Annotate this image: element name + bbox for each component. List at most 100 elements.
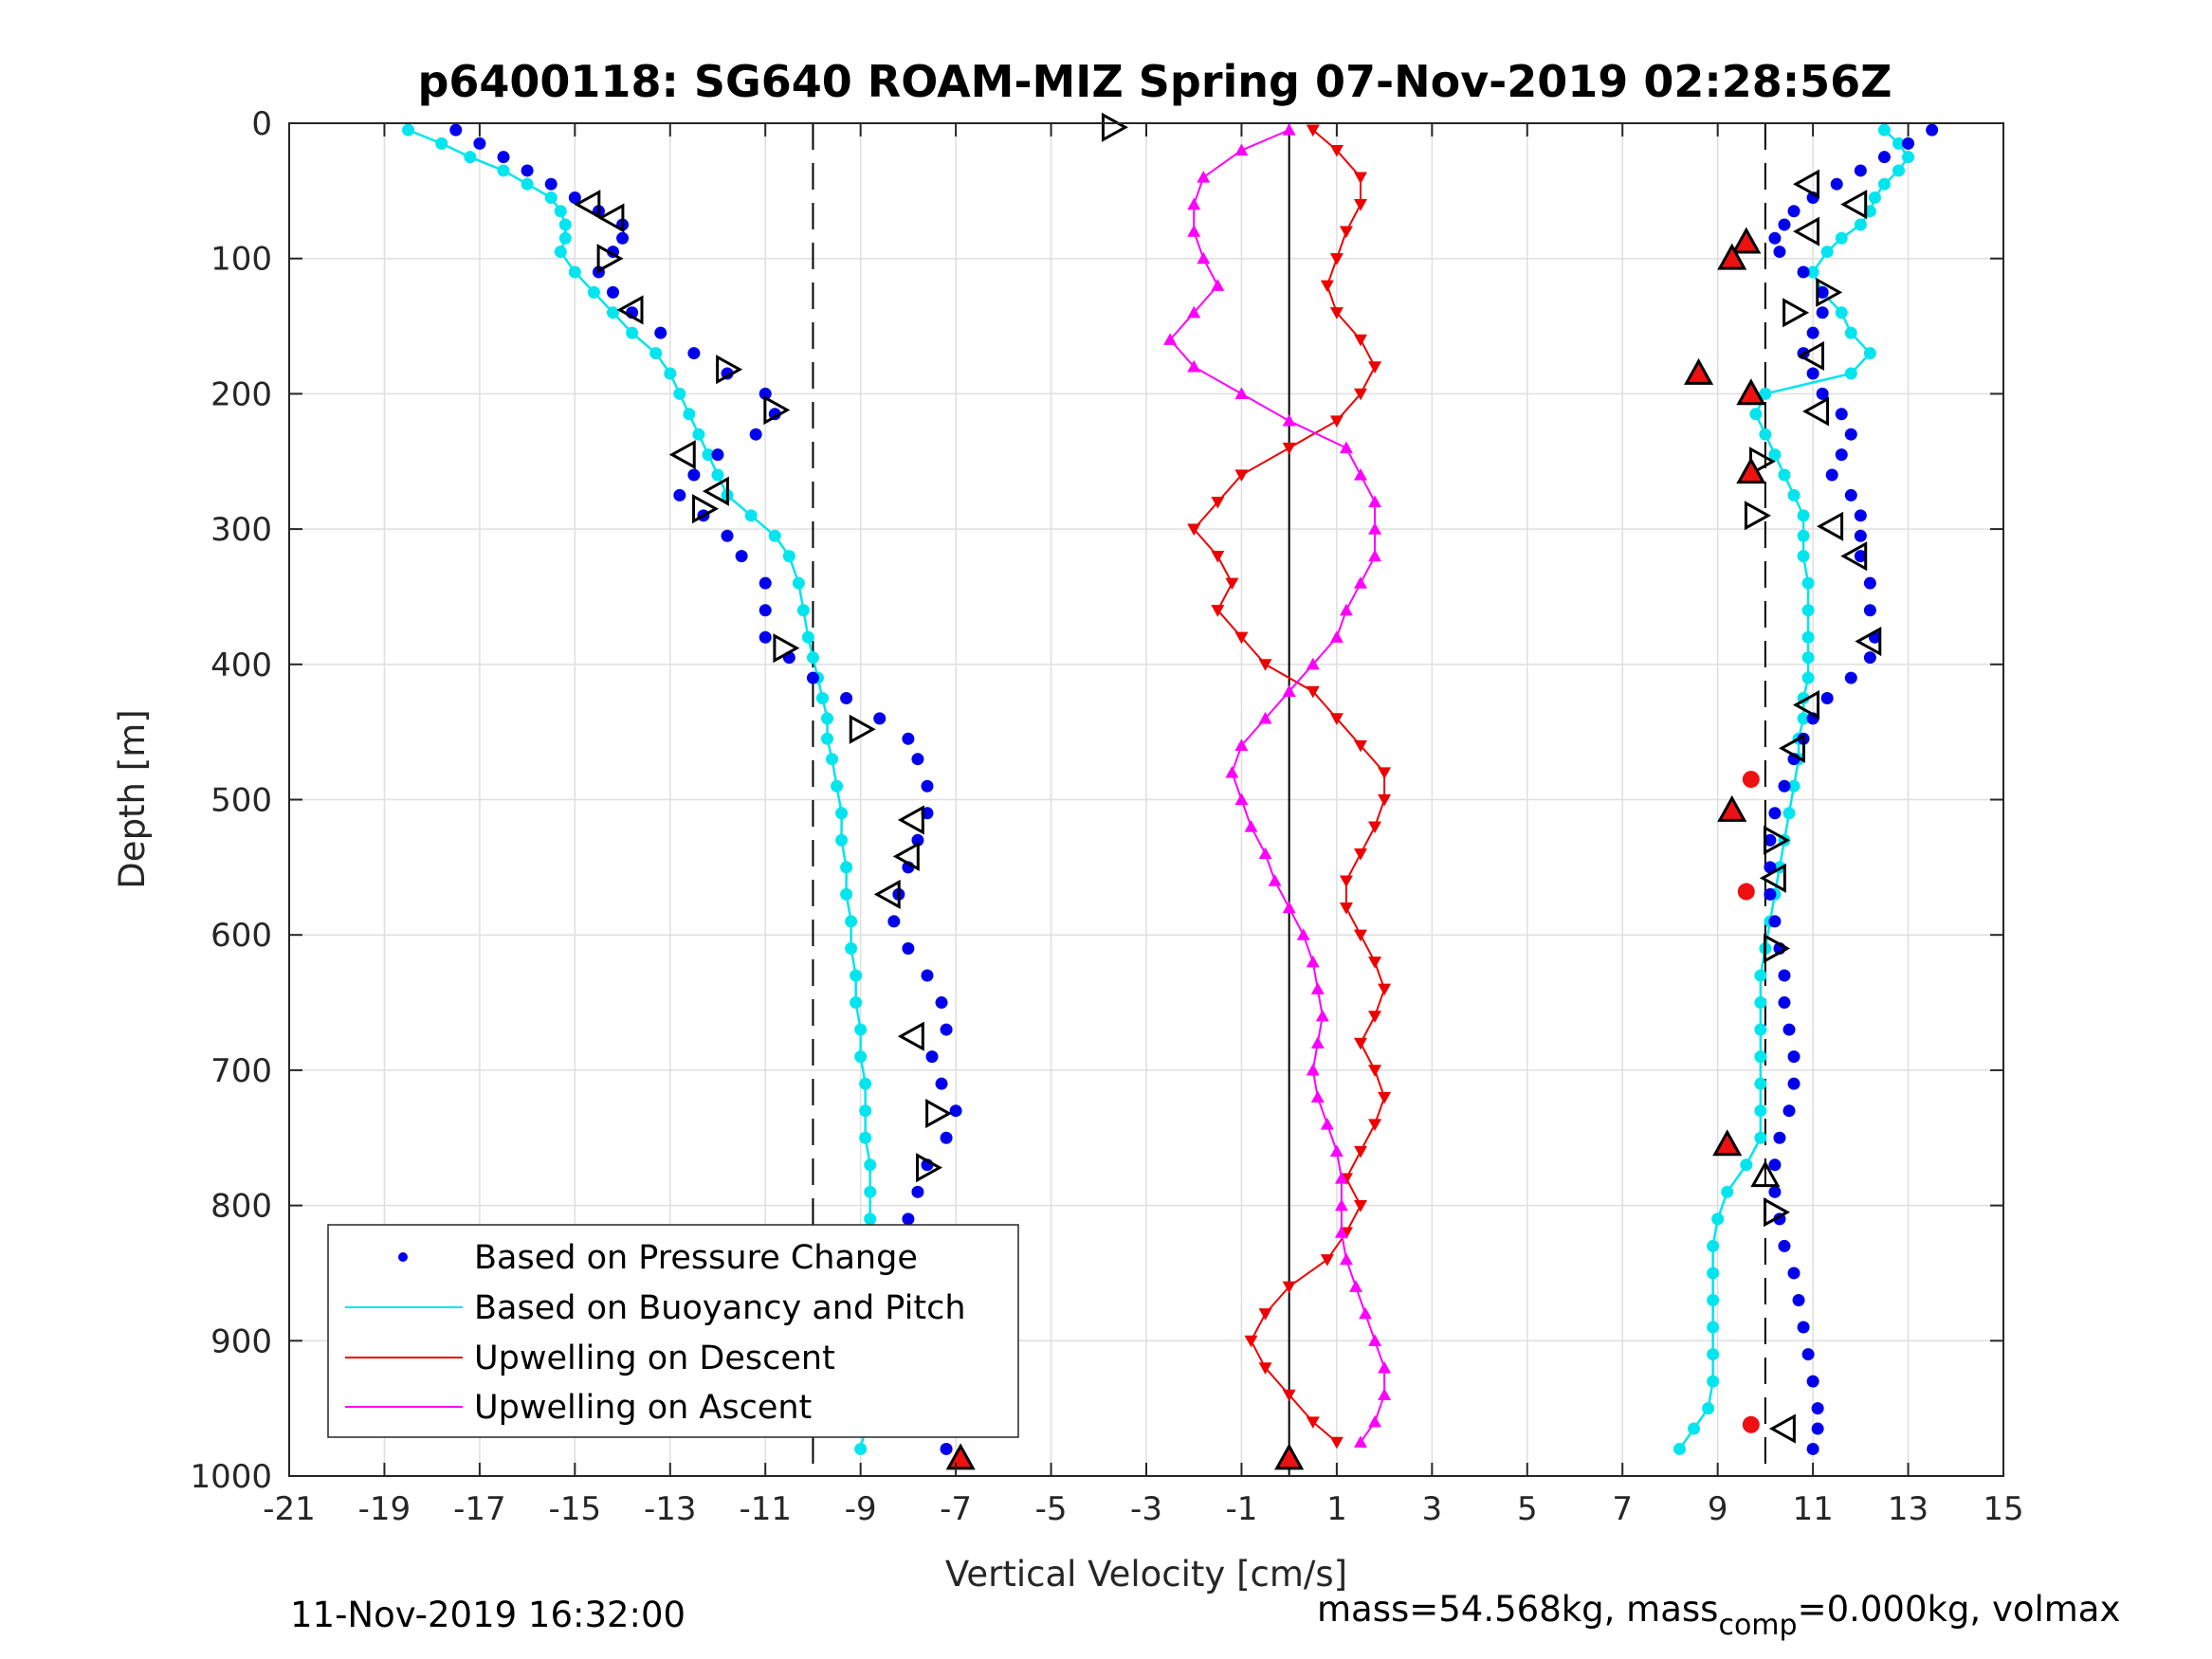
ascent-point <box>1163 333 1178 345</box>
footer-mass-info: mass=54.568kg, masscomp=0.000kg, volmax <box>1317 1589 2120 1642</box>
ascent-point <box>1348 1280 1362 1292</box>
buoyancy-point <box>1754 1131 1767 1144</box>
red-triangle-marker <box>1684 357 1714 385</box>
descent-point <box>1329 144 1344 157</box>
ascent-point <box>1315 1009 1329 1022</box>
buoyancy-point <box>864 1185 877 1198</box>
state-marker-left <box>1759 863 1786 893</box>
pressure-point <box>1854 164 1867 177</box>
state-marker-right <box>773 633 800 664</box>
descent-point <box>1354 1037 1367 1050</box>
pressure-point <box>806 671 819 684</box>
descent-point <box>1329 1436 1344 1449</box>
pressure-point <box>1835 448 1848 462</box>
y-axis-label: Depth [m] <box>112 709 153 888</box>
pressure-point <box>1787 1267 1801 1280</box>
buoyancy-point <box>673 387 686 400</box>
buoyancy-point <box>850 969 863 982</box>
descent-point <box>1258 659 1272 671</box>
descent-point <box>1211 551 1225 563</box>
pressure-point <box>1773 1131 1786 1144</box>
state-marker-left <box>574 190 601 220</box>
descent-point <box>1354 848 1367 861</box>
buoyancy-point <box>464 151 477 164</box>
footer-mass-suffix: =0.000kg, volmax <box>1798 1589 2121 1630</box>
legend-box <box>327 1224 1019 1438</box>
buoyancy-point <box>831 779 844 793</box>
state-marker-left <box>702 476 729 506</box>
ascent-point <box>1282 413 1296 427</box>
buoyancy-point <box>1868 191 1881 204</box>
descent-point <box>1244 1335 1258 1348</box>
descent-point <box>1368 1119 1382 1131</box>
pressure-point <box>902 732 915 745</box>
legend-label: Based on Buoyancy and Pitch <box>474 1289 966 1327</box>
state-marker-right <box>1764 933 1791 964</box>
y-tick-label: 800 <box>210 1188 272 1226</box>
state-marker-left <box>1817 511 1844 541</box>
pressure-point <box>749 428 762 441</box>
buoyancy-point <box>1707 1267 1720 1280</box>
buoyancy-point <box>1707 1239 1720 1252</box>
state-marker-left <box>1793 169 1819 199</box>
descent-point <box>1320 280 1334 293</box>
pressure-point <box>1926 123 1939 137</box>
pressure-point <box>607 285 620 299</box>
red-triangle-marker <box>1717 794 1747 822</box>
buoyancy-point <box>626 326 639 339</box>
descent-point <box>1378 767 1392 779</box>
buoyancy-point <box>683 408 696 421</box>
buoyancy-point <box>711 468 724 482</box>
pressure-point <box>1782 1104 1796 1118</box>
state-marker-right <box>916 1153 943 1183</box>
buoyancy-point <box>1844 326 1857 339</box>
buoyancy-point <box>1797 550 1810 563</box>
pressure-point <box>1844 671 1857 684</box>
y-tick-label: 1000 <box>190 1458 272 1496</box>
pressure-point <box>1764 861 1777 874</box>
buoyancy-point <box>1721 1185 1734 1198</box>
red-triangle-marker <box>1731 227 1762 254</box>
buoyancy-point <box>1754 1050 1767 1064</box>
ascent-point <box>1306 657 1320 670</box>
ascent-point <box>1368 1414 1382 1428</box>
pressure-point <box>1768 1158 1782 1172</box>
descent-point <box>1368 1065 1382 1077</box>
red-triangle-marker <box>1717 243 1747 270</box>
state-marker-left <box>597 203 625 233</box>
pressure-point <box>940 1023 953 1036</box>
buoyancy-point <box>554 205 567 218</box>
buoyancy-point <box>864 1212 877 1226</box>
descent-point <box>1306 685 1320 699</box>
descent-point <box>1282 442 1296 455</box>
state-marker-left <box>1768 1413 1796 1444</box>
ascent-point <box>1234 143 1249 156</box>
buoyancy-point <box>1820 246 1834 259</box>
pressure-point <box>1797 1321 1810 1334</box>
descent-point <box>1211 605 1225 617</box>
state-marker-right <box>1816 277 1843 307</box>
buoyancy-point <box>845 915 858 928</box>
buoyancy-point <box>1801 604 1815 617</box>
descent-point <box>1354 334 1367 347</box>
descent-point <box>1225 577 1239 591</box>
buoyancy-point <box>1754 969 1767 982</box>
ascent-point <box>1187 197 1201 210</box>
x-tick-label: 1 <box>1326 1490 1347 1528</box>
buoyancy-point <box>1863 347 1876 360</box>
buoyancy-point <box>607 306 620 319</box>
buoyancy-point <box>1759 387 1772 400</box>
red-triangle-marker <box>1736 378 1766 406</box>
buoyancy-point <box>1673 1442 1686 1455</box>
buoyancy-point <box>692 428 705 441</box>
buoyancy-point <box>1702 1402 1715 1415</box>
descent-point <box>1354 739 1367 753</box>
x-tick-label: -15 <box>549 1490 602 1528</box>
buoyancy-point <box>782 550 795 563</box>
state-marker-right <box>1744 501 1771 531</box>
buoyancy-point <box>1778 468 1791 482</box>
buoyancy-point <box>859 1131 872 1144</box>
state-marker-right <box>692 494 720 524</box>
pressure-point <box>1778 996 1791 1010</box>
